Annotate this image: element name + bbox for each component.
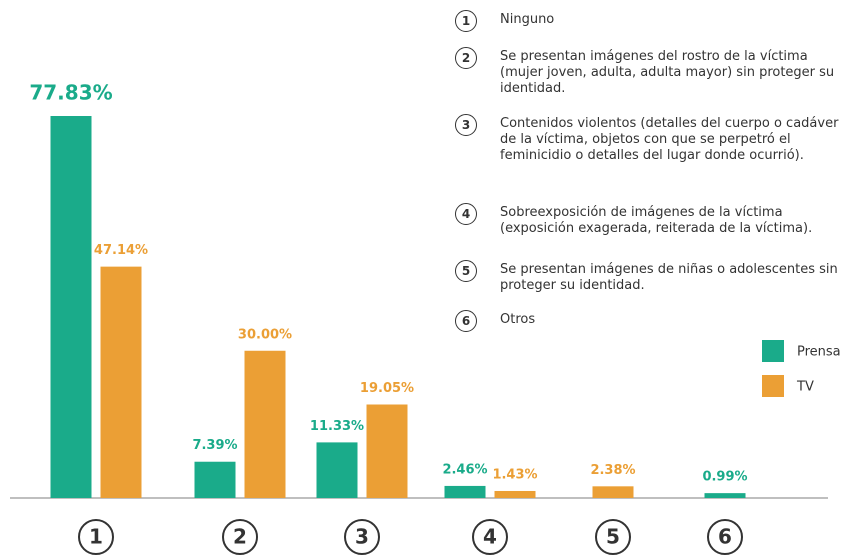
value-label: 1.43% — [492, 467, 537, 482]
value-label: 7.39% — [192, 438, 237, 453]
x-tick-label: 4 — [483, 525, 497, 549]
value-label: 47.14% — [94, 243, 148, 258]
description-number: 1 — [455, 10, 477, 32]
legend-swatch — [762, 375, 784, 397]
x-tick-label: 6 — [718, 525, 732, 549]
value-label: 19.05% — [360, 381, 414, 396]
category-description: Ninguno — [500, 12, 555, 27]
bar — [244, 350, 286, 498]
value-label: 77.83% — [29, 81, 112, 105]
bar — [494, 490, 536, 498]
value-label: 30.00% — [238, 327, 292, 342]
category-circle — [78, 519, 114, 555]
bar — [366, 404, 408, 498]
category-circle — [344, 519, 380, 555]
description-number: 6 — [455, 310, 477, 332]
x-tick-label: 2 — [233, 525, 247, 549]
description-number: 5 — [455, 260, 477, 282]
value-label: 2.38% — [590, 463, 635, 478]
bar — [592, 486, 634, 498]
x-tick-label: 5 — [606, 525, 620, 549]
bar — [316, 442, 358, 498]
category-description: Contenidos violentos (detalles del cuerp… — [500, 116, 839, 163]
category-description: Se presentan imágenes del rostro de la v… — [500, 49, 835, 96]
x-tick-label: 1 — [89, 525, 103, 549]
description-number: 2 — [455, 47, 477, 69]
bar — [50, 116, 92, 498]
bar — [444, 485, 486, 498]
category-circle — [707, 519, 743, 555]
category-description: Sobreexposición de imágenes de la víctim… — [500, 205, 813, 236]
category-circle — [222, 519, 258, 555]
bar — [100, 266, 142, 498]
value-label: 0.99% — [702, 470, 747, 485]
description-number: 4 — [455, 203, 477, 225]
category-circle — [472, 519, 508, 555]
category-circle — [595, 519, 631, 555]
category-description: Otros — [500, 312, 536, 327]
legend-swatch — [762, 340, 784, 362]
value-label: 11.33% — [310, 419, 364, 434]
legend-label: TV — [796, 380, 814, 395]
bar — [704, 493, 746, 498]
bar — [194, 461, 236, 498]
value-label: 2.46% — [442, 462, 487, 477]
category-description: Se presentan imágenes de niñas o adolesc… — [500, 262, 838, 293]
legend-label: Prensa — [797, 345, 841, 360]
description-number: 3 — [455, 114, 477, 136]
x-tick-label: 3 — [355, 525, 369, 549]
